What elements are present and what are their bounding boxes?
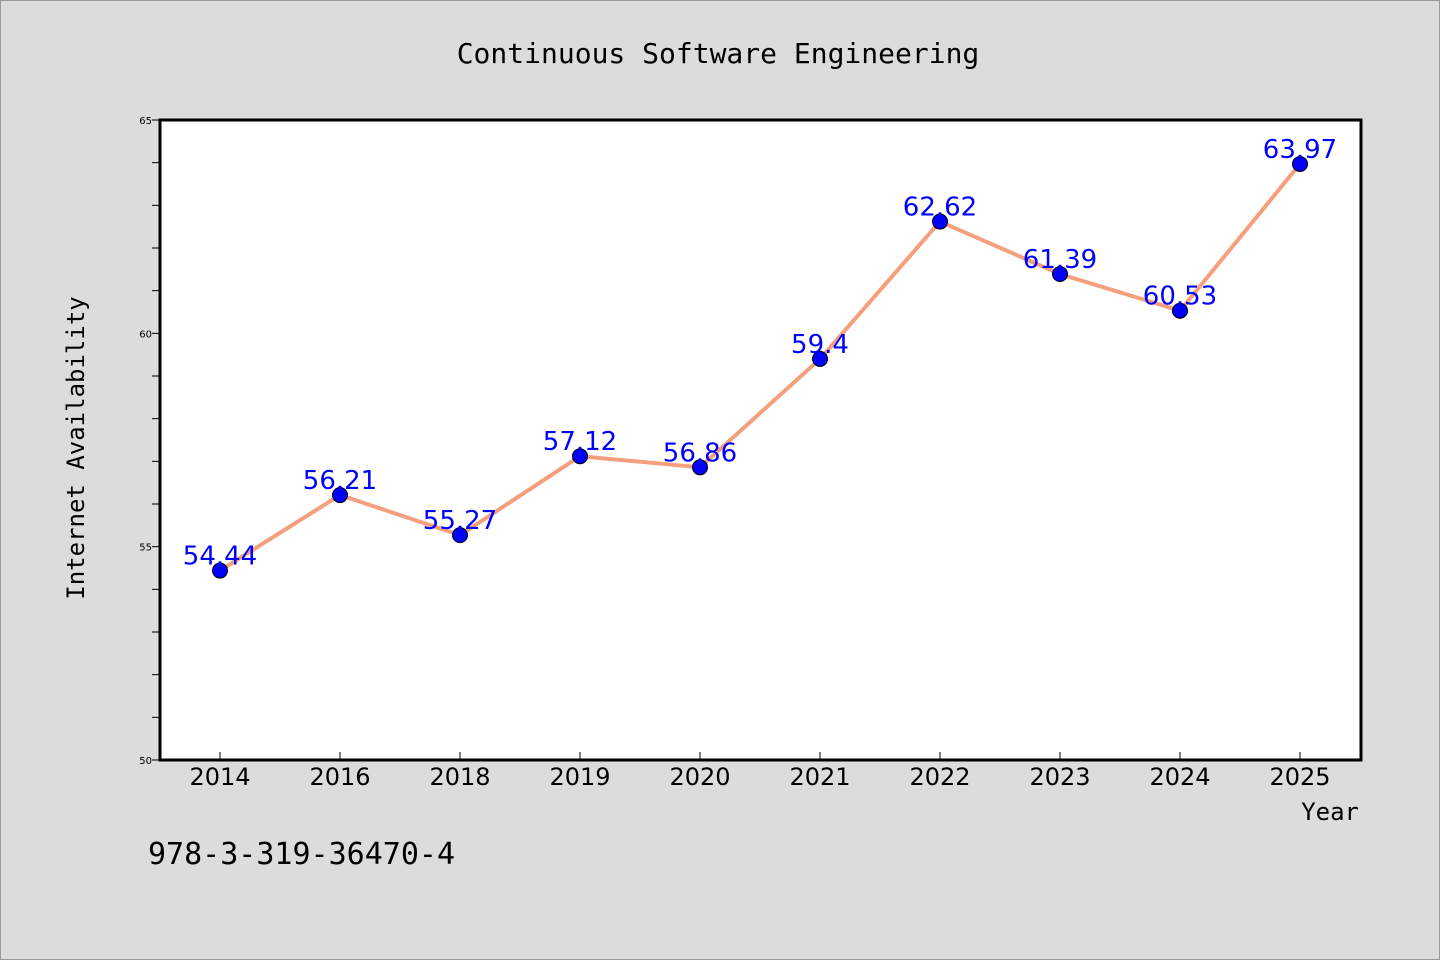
y-tick-label: 50 [139,756,152,767]
data-point-marker [452,527,468,544]
y-axis: 50 55 60 65 [139,116,160,767]
x-tick-label: 2019 [549,763,610,791]
data-point-marker [692,459,708,476]
series-line [218,161,1302,573]
x-tick-label: 2018 [429,763,490,791]
x-tick-label: 2020 [669,763,730,791]
x-tick-label: 2014 [189,763,250,791]
data-label-layer: 54.44 56.21 55.27 57.12 56.86 59.4 62.62 61.39 6… [183,135,1337,572]
data-point-label: 61.39 [1023,245,1097,275]
data-point-label: 63.97 [1263,135,1337,165]
x-tick-label: 2024 [1149,763,1210,791]
data-point-label: 62.62 [903,193,977,223]
data-point-marker [1292,155,1308,172]
data-point-marker [932,213,948,230]
data-point-label: 60.53 [1143,282,1217,312]
data-point-label: 54.44 [183,542,257,572]
x-tick-label: 2016 [309,763,370,791]
data-point-label: 56.86 [663,438,737,468]
x-axis: 2014 2016 2018 2019 2020 2021 2022 2023 2024 2025 [189,752,1331,791]
data-point-marker [572,448,588,465]
data-point-label: 55.27 [423,506,497,536]
plot-area [160,120,1361,760]
y-tick-label: 60 [139,329,152,340]
x-tick-label: 2022 [909,763,970,791]
series-line-layer [218,161,1302,573]
data-point-marker [1052,266,1068,283]
x-tick-label: 2021 [789,763,850,791]
x-tick-label: 2023 [1029,763,1090,791]
data-point-marker [812,350,828,367]
y-tick-label: 65 [139,116,152,127]
marker-layer [212,155,1308,579]
y-axis-label: Internet Availability [62,296,90,599]
data-point-marker [1172,302,1188,319]
data-point-marker [332,487,348,504]
plot-frame [158,118,1363,762]
x-tick-label: 2025 [1269,763,1330,791]
data-point-label: 59.4 [791,330,849,360]
chart-title: Continuous Software Engineering [457,37,980,70]
isbn-footnote: 978-3-319-36470-4 [148,837,455,872]
x-axis-label: Year [1301,798,1359,826]
data-point-label: 57.12 [543,427,617,457]
data-point-label: 56.21 [303,466,377,496]
y-tick-label: 55 [139,543,152,554]
data-point-marker [212,562,228,579]
